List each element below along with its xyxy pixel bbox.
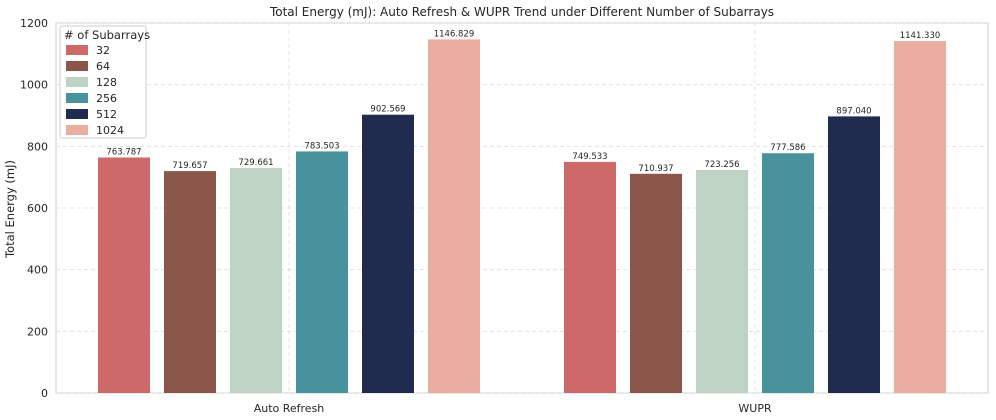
axis-layer: 0 200 400 600 800 1000 1200 Auto Refresh WUPR [20, 17, 772, 415]
y-tick-label: 600 [27, 202, 48, 215]
bar-value-label: 723.256 [704, 160, 739, 170]
bar [564, 161, 616, 393]
y-tick-label: 400 [27, 264, 48, 277]
chart-title: Total Energy (mJ): Auto Refresh & WUPR T… [269, 5, 774, 19]
legend-swatch [66, 45, 88, 55]
bar [362, 114, 414, 394]
y-tick-label: 800 [27, 140, 48, 153]
bar [696, 169, 748, 393]
y-tick-label: 1000 [20, 79, 48, 92]
bar [828, 116, 880, 394]
legend-swatch [66, 93, 88, 103]
bar-value-label: 729.661 [238, 158, 273, 168]
bars-layer: 763.787 719.657 729.661 783.503 902.569 1146.… [98, 29, 946, 394]
y-tick-label: 0 [41, 387, 48, 400]
legend-label: 128 [96, 76, 117, 89]
legend-label: 256 [96, 92, 117, 105]
legend-label: 512 [96, 108, 117, 121]
bar-value-label: 902.569 [370, 105, 405, 115]
y-tick-label: 200 [27, 325, 48, 338]
bar-value-label: 1146.829 [434, 29, 475, 39]
bar-value-label: 1141.330 [900, 31, 941, 41]
bar [164, 171, 216, 393]
legend: # of Subarrays 32 64 128 256 512 1024 [59, 25, 150, 139]
bar-value-label: 777.586 [770, 143, 805, 153]
legend-label: 32 [96, 44, 110, 57]
y-tick-label: 1200 [20, 17, 48, 30]
bar-value-label: 783.503 [304, 141, 339, 151]
bar [894, 41, 946, 394]
bar-value-label: 749.533 [572, 152, 607, 162]
bar-value-label: 897.040 [836, 106, 871, 116]
legend-label: 1024 [96, 124, 124, 137]
legend-label: 64 [96, 60, 110, 73]
bar [296, 151, 348, 393]
x-tick-label: WUPR [738, 402, 772, 415]
bar-value-label: 763.787 [106, 147, 141, 157]
bar [98, 157, 150, 393]
legend-swatch [66, 125, 88, 135]
legend-swatch [66, 61, 88, 71]
bar [230, 168, 282, 393]
bar [762, 153, 814, 393]
bar [630, 173, 682, 393]
bar-value-label: 719.657 [172, 161, 207, 171]
x-tick-label: Auto Refresh [254, 402, 325, 415]
bar [428, 39, 480, 394]
bar-value-label: 710.937 [638, 164, 673, 174]
y-axis-label: Total Energy (mJ) [3, 160, 17, 259]
legend-swatch [66, 77, 88, 87]
legend-swatch [66, 109, 88, 119]
legend-title: # of Subarrays [64, 28, 150, 42]
